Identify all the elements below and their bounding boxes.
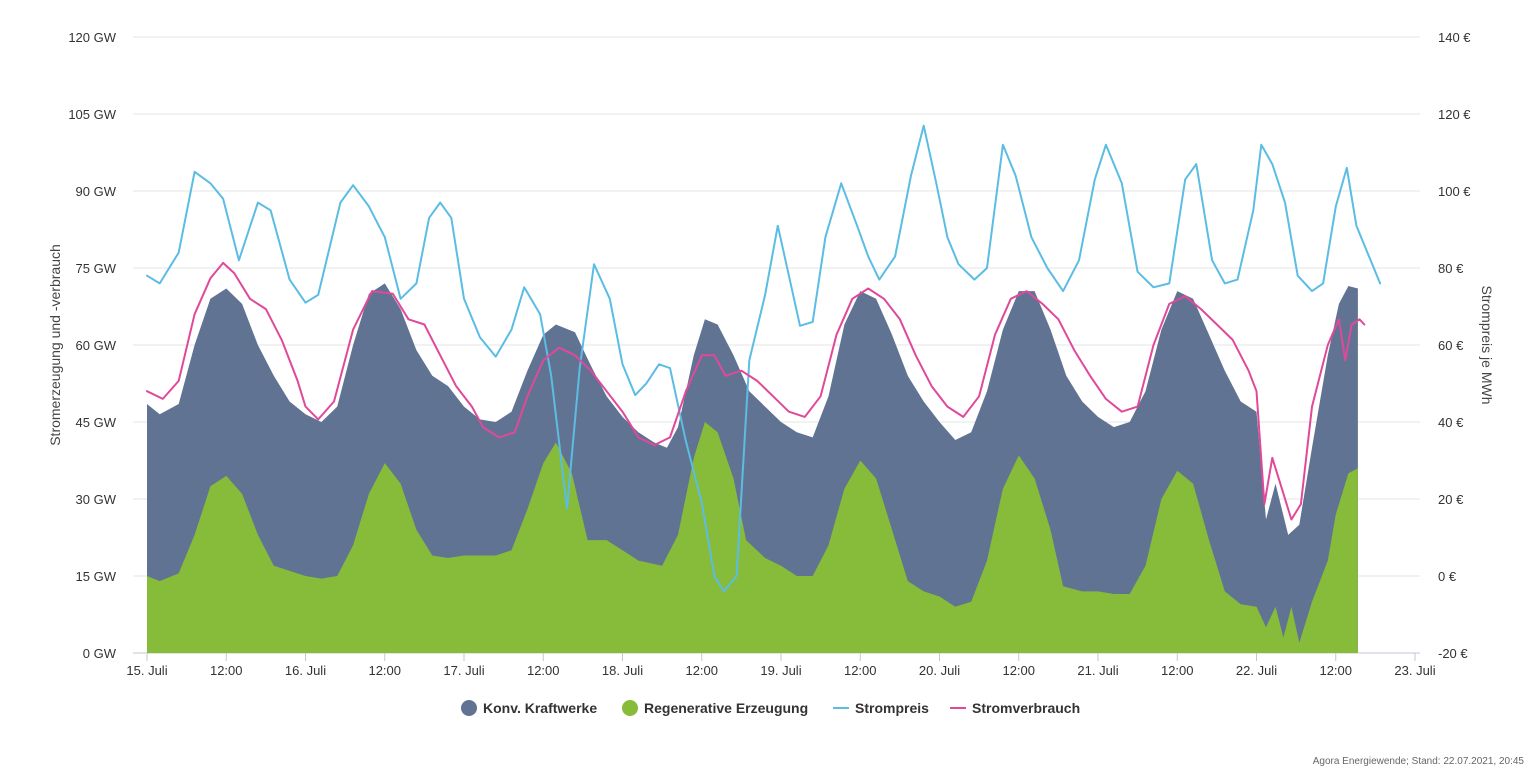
x-tick-label: 12:00	[1002, 663, 1035, 678]
legend-label: Regenerative Erzeugung	[644, 700, 808, 716]
x-tick-label: 17. Juli	[443, 663, 484, 678]
x-tick-label: 22. Juli	[1236, 663, 1277, 678]
y-right-tick-label: -20 €	[1438, 646, 1468, 661]
y-left-tick-label: 45 GW	[76, 415, 117, 430]
y-right-tick-label: 120 €	[1438, 107, 1471, 122]
legend-label: Strompreis	[855, 700, 929, 716]
line-strompreis	[146, 124, 1382, 593]
x-tick-label: 12:00	[1319, 663, 1352, 678]
x-tick-label: 12:00	[527, 663, 560, 678]
legend-label: Stromverbrauch	[972, 700, 1080, 716]
x-tick-label: 16. Juli	[285, 663, 326, 678]
x-tick-label: 12:00	[210, 663, 243, 678]
x-tick-label: 12:00	[368, 663, 401, 678]
x-tick-label: 12:00	[844, 663, 877, 678]
legend-item-regenerative-erzeugung[interactable]: Regenerative Erzeugung	[622, 700, 808, 716]
axes: 0 GW 15 GW 30 GW 45 GW 60 GW 75 GW 90 GW 105 GW…	[47, 30, 1495, 678]
y-right-tick-label: 80 €	[1438, 261, 1464, 276]
y-left-tick-label: 30 GW	[76, 492, 117, 507]
x-tick-label: 15. Juli	[126, 663, 167, 678]
y-right-tick-label: 20 €	[1438, 492, 1464, 507]
y-left-tick-label: 105 GW	[68, 107, 116, 122]
legend: Konv. Kraftwerke Regenerative Erzeugung St…	[461, 700, 1080, 716]
y-right-tick-label: 100 €	[1438, 184, 1471, 199]
y-right-tick-label: 0 €	[1438, 569, 1457, 584]
legend-marker	[461, 700, 477, 716]
area-regenerative-erzeugung	[147, 422, 1358, 653]
legend-item-strompreis[interactable]: Strompreis	[833, 700, 929, 716]
x-tick-label: 23. Juli	[1394, 663, 1435, 678]
y-left-axis-title: Stromerzeugung und -verbrauch	[47, 244, 63, 446]
y-left-tick-label: 15 GW	[76, 569, 117, 584]
y-right-tick-label: 60 €	[1438, 338, 1464, 353]
legend-item-stromverbrauch[interactable]: Stromverbrauch	[950, 700, 1080, 716]
legend-marker	[622, 700, 638, 716]
x-tick-label: 21. Juli	[1077, 663, 1118, 678]
x-tick-label: 19. Juli	[760, 663, 801, 678]
y-left-tick-label: 90 GW	[76, 184, 117, 199]
y-left-tick-label: 120 GW	[68, 30, 116, 45]
x-tick-label: 20. Juli	[919, 663, 960, 678]
credit-text: Agora Energiewende; Stand: 22.07.2021, 2…	[1312, 756, 1524, 767]
line-series	[146, 124, 1382, 593]
y-right-tick-label: 140 €	[1438, 30, 1471, 45]
y-left-tick-label: 75 GW	[76, 261, 117, 276]
area-series	[147, 283, 1358, 653]
y-left-tick-label: 0 GW	[83, 646, 117, 661]
x-tick-label: 12:00	[685, 663, 718, 678]
legend-label: Konv. Kraftwerke	[483, 700, 597, 716]
legend-item-konv-kraftwerke[interactable]: Konv. Kraftwerke	[461, 700, 597, 716]
y-left-tick-label: 60 GW	[76, 338, 117, 353]
x-tick-label: 12:00	[1161, 663, 1194, 678]
line-stromverbrauch	[146, 261, 1366, 521]
y-right-tick-label: 40 €	[1438, 415, 1464, 430]
y-right-axis-title: Strompreis je MWh	[1479, 285, 1495, 404]
x-tick-label: 18. Juli	[602, 663, 643, 678]
